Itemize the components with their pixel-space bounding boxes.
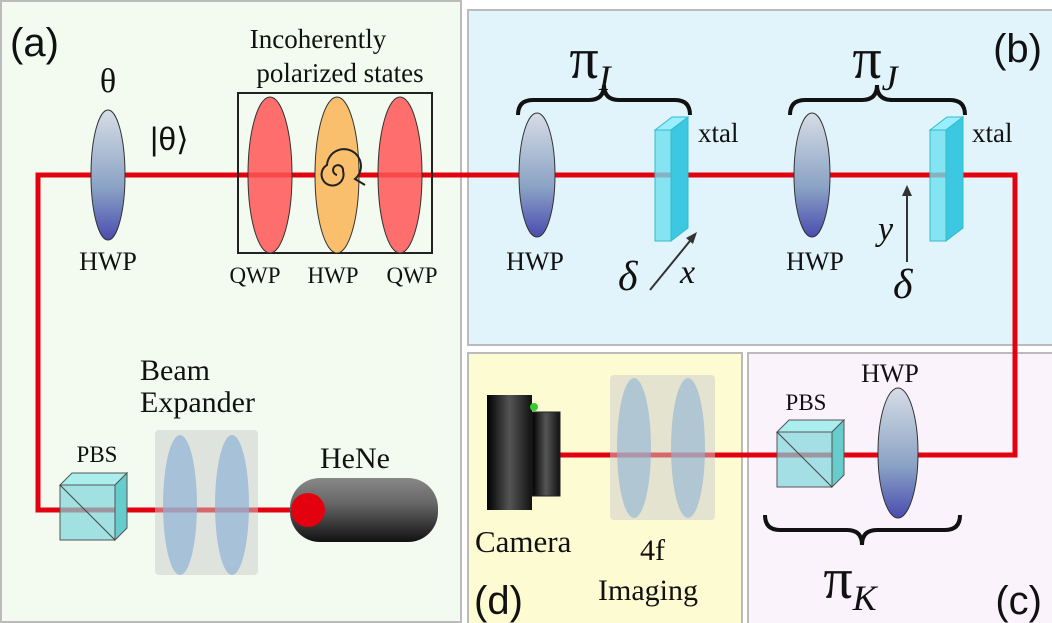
- lens: [671, 378, 705, 518]
- panel-label: (b): [993, 27, 1042, 71]
- panel-label: (a): [10, 21, 59, 65]
- optic-label: PBS: [77, 442, 118, 467]
- operator-subscript: K: [852, 578, 879, 618]
- camera-body: [487, 395, 532, 510]
- optic-label: HWP: [861, 359, 919, 388]
- camera-label: Camera: [475, 524, 572, 559]
- shape: [671, 117, 688, 241]
- shape: [832, 420, 844, 487]
- optic-label: HWP: [307, 263, 358, 288]
- delta-label: δ: [618, 254, 639, 300]
- beam-splitter: [777, 420, 844, 487]
- beam-splitter: [60, 473, 127, 540]
- laser-label: HeNe: [320, 442, 390, 475]
- axis-label: y: [875, 211, 894, 248]
- optic-label: xtal: [972, 118, 1013, 148]
- quarter-wave-plate: [378, 97, 422, 253]
- optic-label: xtal: [698, 118, 739, 148]
- state-label: |θ⟩: [150, 121, 189, 157]
- optic-label: HWP: [506, 247, 564, 276]
- optic-label: HWP: [786, 247, 844, 276]
- shape: [930, 130, 946, 241]
- angle-label: θ: [100, 63, 116, 100]
- panel-label: (c): [995, 579, 1042, 623]
- lens: [617, 378, 651, 518]
- operator-subscript: J: [882, 58, 900, 98]
- operator-symbol: π: [852, 26, 881, 91]
- box-title: Incoherently: [250, 24, 387, 54]
- half-wave-plate: [878, 388, 918, 518]
- shape: [655, 130, 671, 241]
- panel-label: (d): [474, 579, 523, 623]
- lens: [215, 435, 249, 575]
- optic-label: QWP: [386, 263, 437, 288]
- crystal: [930, 117, 963, 241]
- camera-led: [530, 403, 538, 411]
- imaging-label: Imaging: [598, 574, 698, 607]
- imaging-label: 4f: [640, 534, 665, 567]
- optic-label: QWP: [229, 263, 280, 288]
- setup-diagram: (a) θ HWP |θ⟩ Incoherently polarized sta…: [0, 0, 1052, 623]
- camera-lens: [532, 412, 560, 496]
- optic-label: HWP: [79, 247, 137, 276]
- laser-aperture: [291, 493, 325, 527]
- optic-label: Expander: [140, 386, 255, 419]
- shape: [946, 117, 963, 241]
- half-wave-plate: [91, 110, 125, 240]
- optic-label: PBS: [786, 390, 827, 415]
- lens: [163, 435, 197, 575]
- optic-label: Beam: [140, 354, 210, 387]
- operator-subscript: I: [598, 58, 613, 98]
- shape: [115, 473, 127, 540]
- quarter-wave-plate: [248, 97, 292, 253]
- page: (a) θ HWP |θ⟩ Incoherently polarized sta…: [0, 0, 1052, 623]
- operator-symbol: π: [569, 26, 598, 91]
- crystal: [655, 117, 688, 241]
- box-title: polarized states: [256, 58, 423, 88]
- operator-symbol: π: [823, 546, 852, 611]
- delta-label: δ: [893, 262, 914, 308]
- half-wave-plate: [794, 113, 830, 237]
- axis-label: x: [679, 254, 695, 291]
- half-wave-plate: [519, 113, 555, 237]
